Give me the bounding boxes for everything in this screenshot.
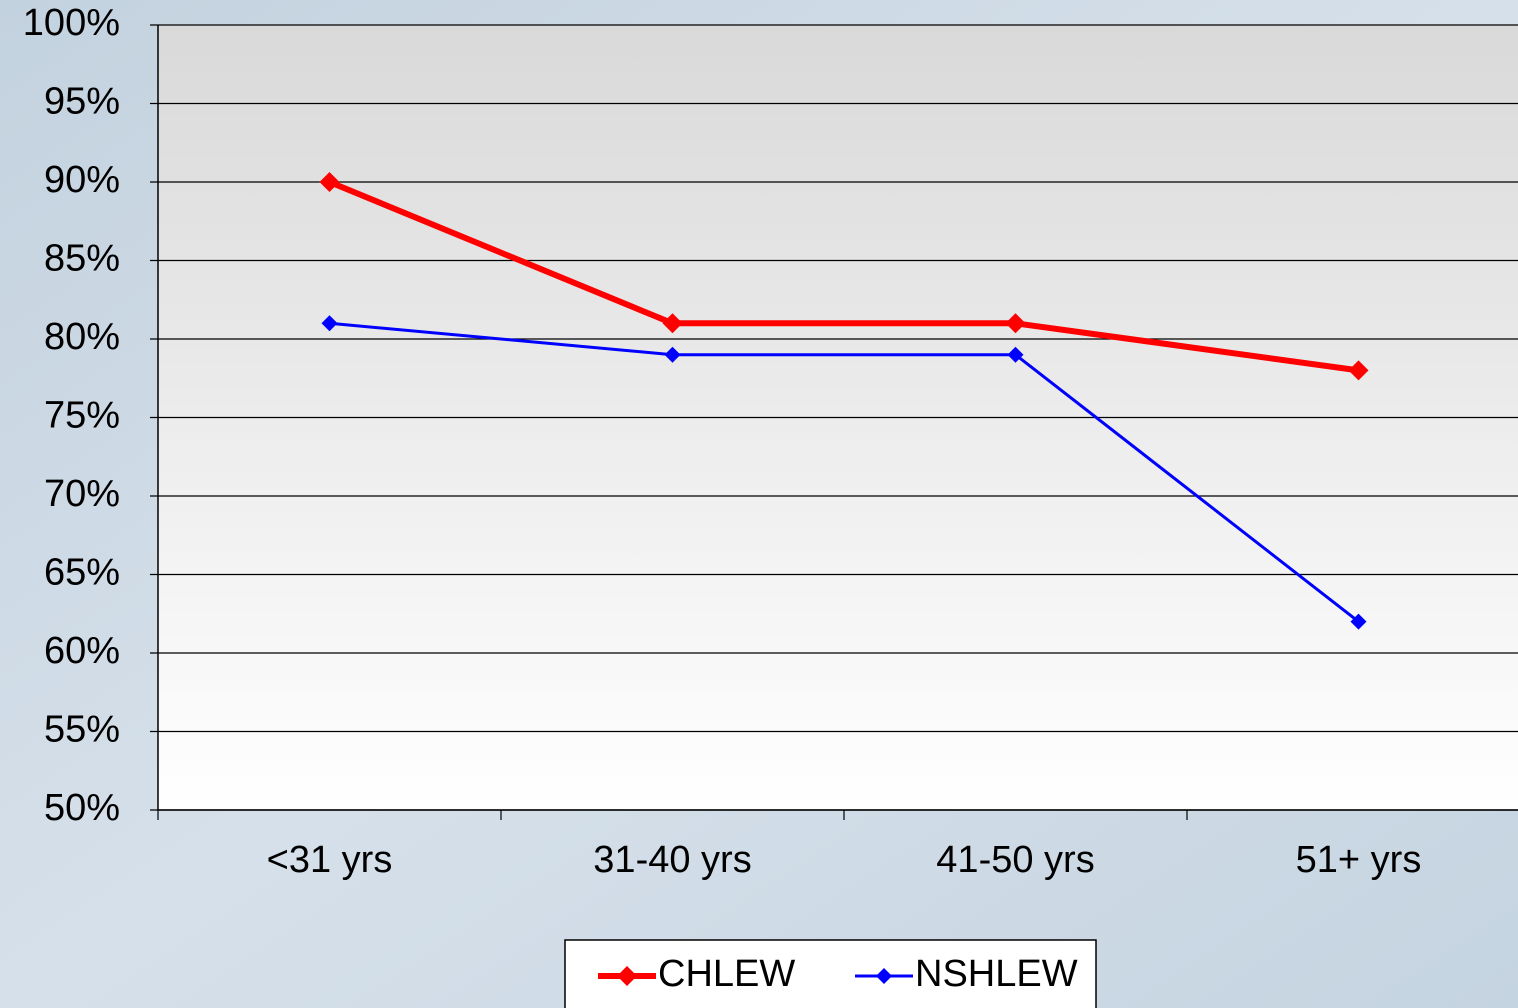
legend-label: CHLEW — [658, 953, 795, 995]
y-tick-label: 70% — [44, 473, 120, 515]
series-line — [329, 321, 1360, 623]
x-tick-label: <31 yrs — [267, 839, 393, 881]
y-tick-label: 50% — [44, 787, 120, 829]
x-tick-label: 51+ yrs — [1296, 839, 1422, 881]
y-tick-label: 75% — [44, 395, 120, 437]
legend-label: NSHLEW — [915, 953, 1078, 995]
marker — [662, 313, 683, 334]
y-tick-label: 65% — [44, 552, 120, 594]
y-tick-label: 55% — [44, 709, 120, 751]
series-line — [328, 179, 1359, 374]
x-tick-label: 31-40 yrs — [593, 839, 751, 881]
y-tick-label: 100% — [23, 2, 120, 44]
marker — [1348, 360, 1369, 381]
marker — [321, 315, 338, 332]
y-tick-label: 80% — [44, 316, 120, 358]
marker — [1350, 613, 1367, 630]
y-tick-label: 90% — [44, 159, 120, 201]
marker — [664, 346, 681, 363]
y-tick-label: 60% — [44, 630, 120, 672]
marker — [1005, 313, 1026, 334]
legend-marker — [617, 966, 637, 986]
y-tick-label: 95% — [44, 81, 120, 123]
marker — [319, 172, 340, 192]
legend-marker — [876, 968, 892, 984]
marker — [1007, 346, 1024, 363]
y-tick-label: 85% — [44, 238, 120, 280]
x-tick-label: 41-50 yrs — [936, 839, 1094, 881]
